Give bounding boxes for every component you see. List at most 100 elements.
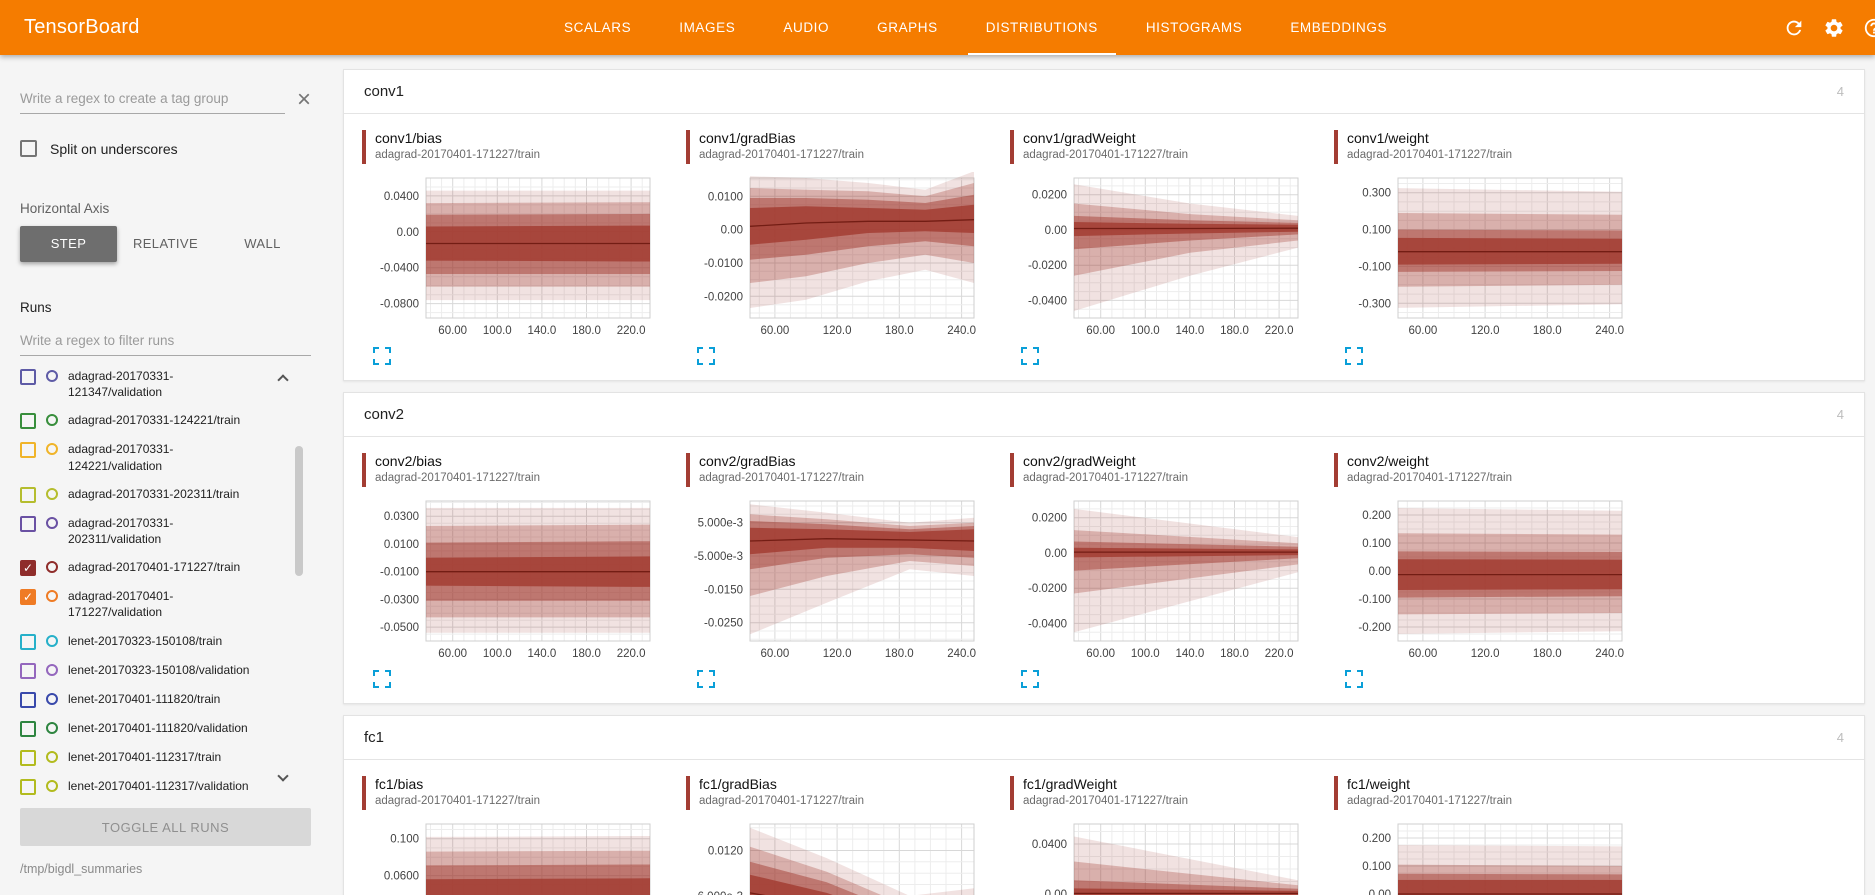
run-name: lenet-20170323-150108/validation xyxy=(68,662,250,677)
chart-card: conv1/gradWeight adagrad-20170401-171227… xyxy=(1010,130,1310,366)
tab-graphs[interactable]: GRAPHS xyxy=(877,20,938,35)
chart-title: conv1/weight xyxy=(1347,130,1429,146)
svg-text:-0.0400: -0.0400 xyxy=(1028,618,1067,630)
runs-scrollbar[interactable] xyxy=(295,446,303,576)
run-list-item[interactable]: ✓ adagrad-20170401-171227/train xyxy=(20,553,277,582)
distribution-chart[interactable]: 0.300 0.100 -0.100 -0.300 60.00 120.0 180.0 240… xyxy=(1334,172,1630,342)
run-list-item[interactable]: lenet-20170401-112317/validation xyxy=(20,772,277,797)
chart-title: fc1/weight xyxy=(1347,776,1411,792)
run-list-item[interactable]: lenet-20170323-150108/validation xyxy=(20,656,277,685)
distribution-chart[interactable]: 0.0100 0.00 -0.0100 -0.0200 60.00 120.0 180.0 2… xyxy=(686,172,982,342)
section-header[interactable]: conv2 4 xyxy=(344,393,1864,437)
svg-text:60.00: 60.00 xyxy=(1409,325,1438,337)
run-checkbox[interactable] xyxy=(20,720,36,737)
run-checkbox[interactable] xyxy=(20,413,36,430)
svg-text:240.0: 240.0 xyxy=(947,325,976,337)
run-checkbox[interactable] xyxy=(20,442,36,459)
split-underscores-checkbox[interactable]: Split on underscores xyxy=(20,140,311,157)
run-list-item[interactable]: lenet-20170401-111820/train xyxy=(20,685,277,714)
distribution-chart[interactable]: 0.04000.00-0.040060.00100.0140.0180.0220… xyxy=(1010,818,1306,895)
distribution-chart[interactable]: 0.0200 0.00 -0.0200 -0.0400 60.00 100.0 140.0 1… xyxy=(1010,495,1306,665)
distribution-chart[interactable]: 0.0400 0.00 -0.0400 -0.0800 60.00 100.0 140.0 1… xyxy=(362,172,658,342)
run-checkbox[interactable] xyxy=(20,691,36,708)
tag-group-regex-input[interactable] xyxy=(20,85,285,114)
distribution-chart[interactable]: 0.0300 0.0100 -0.0100 -0.0300 -0.0500 60.00 10… xyxy=(362,495,658,665)
distribution-chart[interactable]: 0.0200 0.00 -0.0200 -0.0400 60.00 100.0 140.0 1… xyxy=(1010,172,1306,342)
tab-scalars[interactable]: SCALARS xyxy=(564,20,632,35)
scroll-down-icon[interactable] xyxy=(277,770,289,782)
gear-icon[interactable] xyxy=(1823,17,1845,39)
run-color-bar xyxy=(686,130,690,164)
run-checkbox[interactable]: ✓ xyxy=(20,560,36,577)
chart-card: conv2/gradWeight adagrad-20170401-171227… xyxy=(1010,453,1310,689)
svg-text:120.0: 120.0 xyxy=(1471,648,1500,660)
tab-distributions[interactable]: DISTRIBUTIONS xyxy=(962,0,1122,55)
run-checkbox[interactable] xyxy=(20,486,36,503)
close-icon[interactable]: × xyxy=(296,85,311,113)
section-title: conv2 xyxy=(364,406,405,423)
run-checkbox[interactable]: ✓ xyxy=(20,589,36,606)
run-checkbox[interactable] xyxy=(20,778,36,795)
expand-icon[interactable] xyxy=(696,669,716,689)
tab-images[interactable]: IMAGES xyxy=(679,20,736,35)
run-list-item[interactable]: lenet-20170401-111820/validation xyxy=(20,714,277,743)
run-color-ring-icon xyxy=(46,443,58,456)
distribution-chart[interactable]: 0.200 0.100 0.00 -0.100 -0.200 60.00 120.0 180.… xyxy=(1334,495,1630,665)
svg-text:60.00: 60.00 xyxy=(1086,325,1115,337)
chart-run-name: adagrad-20170401-171227/train xyxy=(699,149,864,161)
tab-audio[interactable]: AUDIO xyxy=(783,20,830,35)
svg-text:240.0: 240.0 xyxy=(1595,325,1624,337)
run-color-ring-icon xyxy=(46,590,58,603)
svg-text:0.100: 0.100 xyxy=(1362,538,1391,550)
run-list-item[interactable]: adagrad-20170331-124221/validation xyxy=(20,435,277,479)
distribution-chart[interactable]: 5.000e-3 -5.000e-3 -0.0150 -0.0250 60.00 120.… xyxy=(686,495,982,665)
tab-embeddings[interactable]: EMBEDDINGS xyxy=(1290,20,1388,35)
run-name: lenet-20170401-111820/train xyxy=(68,691,221,706)
toggle-all-runs-button[interactable]: TOGGLE ALL RUNS xyxy=(20,808,311,846)
run-checkbox[interactable] xyxy=(20,633,36,650)
checkbox-icon[interactable] xyxy=(20,140,37,157)
expand-icon[interactable] xyxy=(1020,669,1040,689)
run-list-item[interactable]: adagrad-20170331-121347/validation xyxy=(20,362,277,406)
svg-text:-0.0400: -0.0400 xyxy=(380,263,419,275)
expand-icon[interactable] xyxy=(1344,346,1364,366)
section-header[interactable]: conv1 4 xyxy=(344,70,1864,114)
expand-icon[interactable] xyxy=(372,346,392,366)
run-list-item[interactable]: adagrad-20170331-124221/train xyxy=(20,406,277,435)
chart-card: fc1/bias adagrad-20170401-171227/train 0… xyxy=(362,776,662,895)
help-icon[interactable] xyxy=(1863,17,1875,39)
svg-text:140.0: 140.0 xyxy=(528,325,557,337)
section-header[interactable]: fc1 4 xyxy=(344,716,1864,760)
expand-icon[interactable] xyxy=(372,669,392,689)
axis-option-relative[interactable]: RELATIVE xyxy=(132,236,199,251)
run-checkbox[interactable] xyxy=(20,515,36,532)
svg-text:-0.300: -0.300 xyxy=(1358,298,1391,310)
svg-text:100.0: 100.0 xyxy=(483,325,512,337)
runs-filter-input[interactable] xyxy=(20,327,311,356)
expand-icon[interactable] xyxy=(696,346,716,366)
refresh-icon[interactable] xyxy=(1783,17,1805,39)
axis-option-wall[interactable]: WALL xyxy=(244,236,281,251)
run-checkbox[interactable] xyxy=(20,369,36,385)
run-name: adagrad-20170331-121347/validation xyxy=(68,369,174,400)
tab-histograms[interactable]: HISTOGRAMS xyxy=(1145,20,1243,35)
run-list-item[interactable]: lenet-20170401-112317/train xyxy=(20,743,277,772)
header-icons xyxy=(1783,17,1875,39)
scroll-up-icon[interactable] xyxy=(277,374,289,386)
run-list-item[interactable]: lenet-20170323-150108/train xyxy=(20,627,277,656)
run-color-bar xyxy=(1334,130,1338,164)
run-list-item[interactable]: ✓ adagrad-20170401-171227/validation xyxy=(20,582,277,626)
run-checkbox[interactable] xyxy=(20,662,36,679)
distribution-chart[interactable]: 0.1000.06000.0200-0.020060.00100.0140.01… xyxy=(362,818,658,895)
run-color-bar xyxy=(686,453,690,487)
run-list-item[interactable]: adagrad-20170331-202311/validation xyxy=(20,509,277,553)
svg-text:0.00: 0.00 xyxy=(1045,225,1067,237)
run-checkbox[interactable] xyxy=(20,749,36,766)
expand-icon[interactable] xyxy=(1020,346,1040,366)
axis-option-step[interactable]: STEP xyxy=(20,226,117,262)
expand-icon[interactable] xyxy=(1344,669,1364,689)
run-list-item[interactable]: adagrad-20170331-202311/train xyxy=(20,480,277,509)
run-name: adagrad-20170331-124221/train xyxy=(68,413,241,428)
